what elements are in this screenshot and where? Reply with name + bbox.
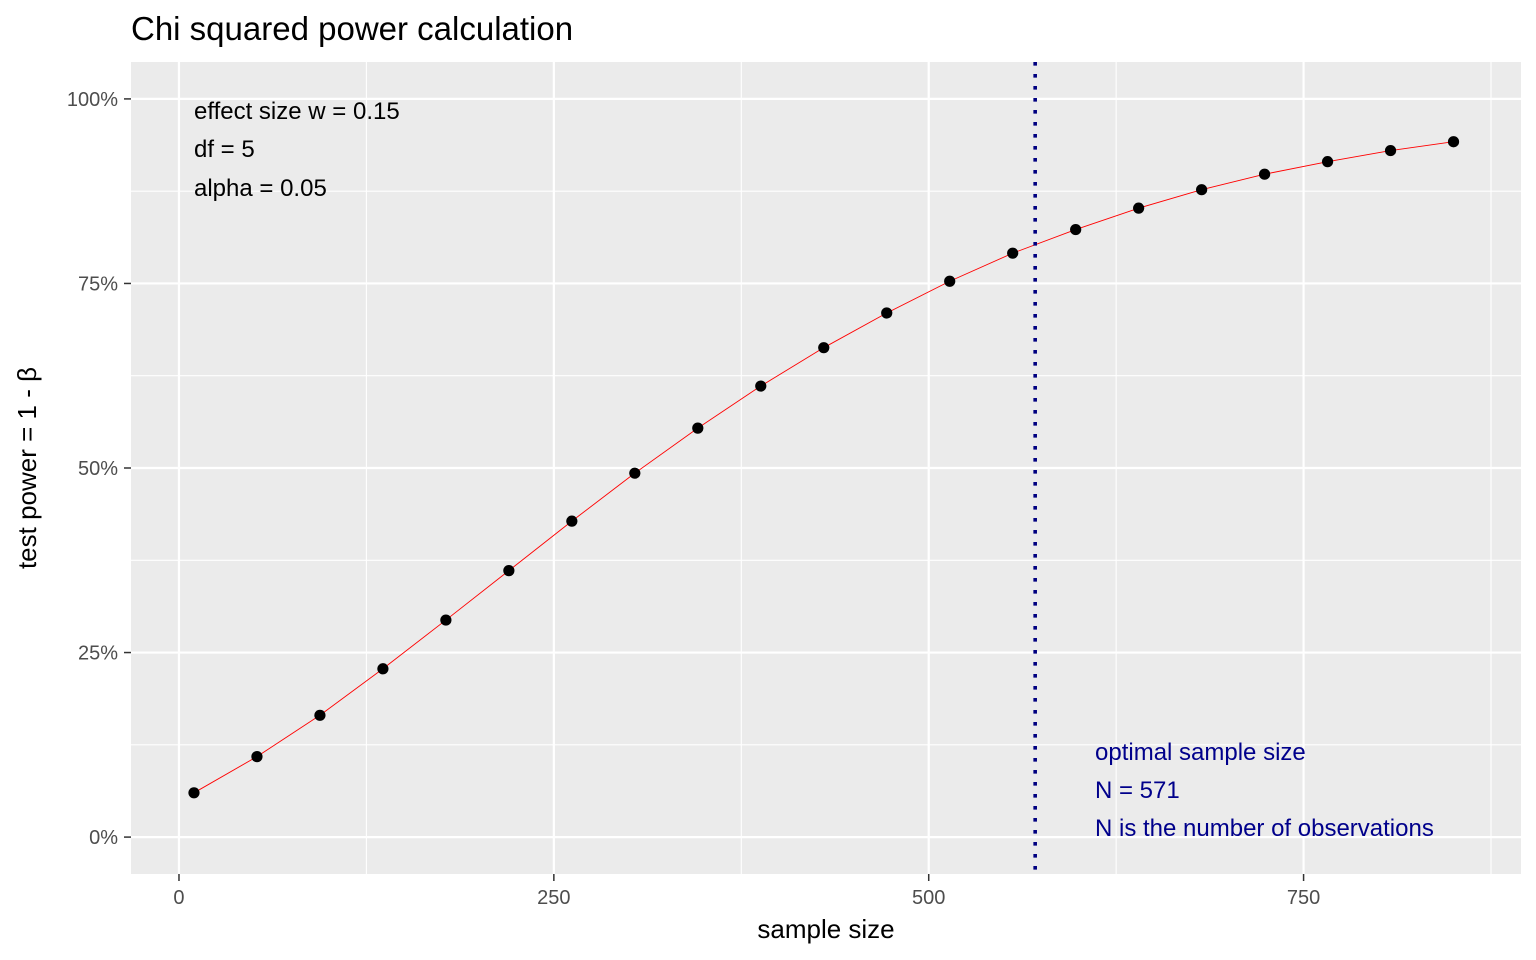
y-tick-label: 50% [78,458,118,480]
data-point [1321,156,1334,168]
y-axis: 0% 25% 50% 75% 100% [67,89,131,849]
parameters-annotation: effect size w = 0.15 df = 5 alpha = 0.05 [194,98,400,202]
x-tick-label: 750 [1287,887,1320,909]
major-gridlines [131,62,1521,874]
data-point [1070,223,1082,236]
data-point [188,787,200,799]
y-axis-title: test power = 1 - β [12,367,42,569]
data-point [440,614,452,626]
data-point [692,422,704,434]
anno-optimal-n: N = 571 [1095,777,1180,804]
data-point [377,663,389,675]
data-point [881,307,893,319]
anno-alpha: alpha = 0.05 [194,175,327,202]
anno-optimal-note: N is the number of observations [1095,815,1434,842]
x-tick-label: 0 [173,887,184,909]
x-tick-label: 500 [912,887,945,909]
y-tick-label: 75% [78,273,118,295]
data-point [818,342,830,354]
data-point [251,751,263,763]
chart-title: Chi squared power calculation [131,10,573,47]
x-axis: 0 250 500 750 [173,874,1320,909]
y-tick-label: 100% [67,89,118,111]
data-point [755,380,767,392]
data-point [1133,202,1145,214]
x-tick-label: 250 [537,887,570,909]
anno-df: df = 5 [194,136,255,163]
data-point [1196,184,1208,196]
optimal-sample-size-annotation: optimal sample size N = 571 N is the num… [1095,739,1434,842]
data-point [566,515,578,527]
data-points [188,136,1460,799]
y-tick-label: 0% [89,827,118,849]
data-point [1258,168,1271,180]
anno-effect-size: effect size w = 0.15 [194,98,400,125]
data-point [1384,144,1397,157]
data-point [1447,136,1460,148]
y-tick-label: 25% [78,643,118,665]
x-axis-title: sample size [757,914,894,944]
data-point [503,565,515,577]
data-point [314,709,326,721]
data-point [944,275,956,287]
data-point [1007,247,1019,259]
anno-optimal-title: optimal sample size [1095,739,1306,766]
data-point [629,467,641,479]
